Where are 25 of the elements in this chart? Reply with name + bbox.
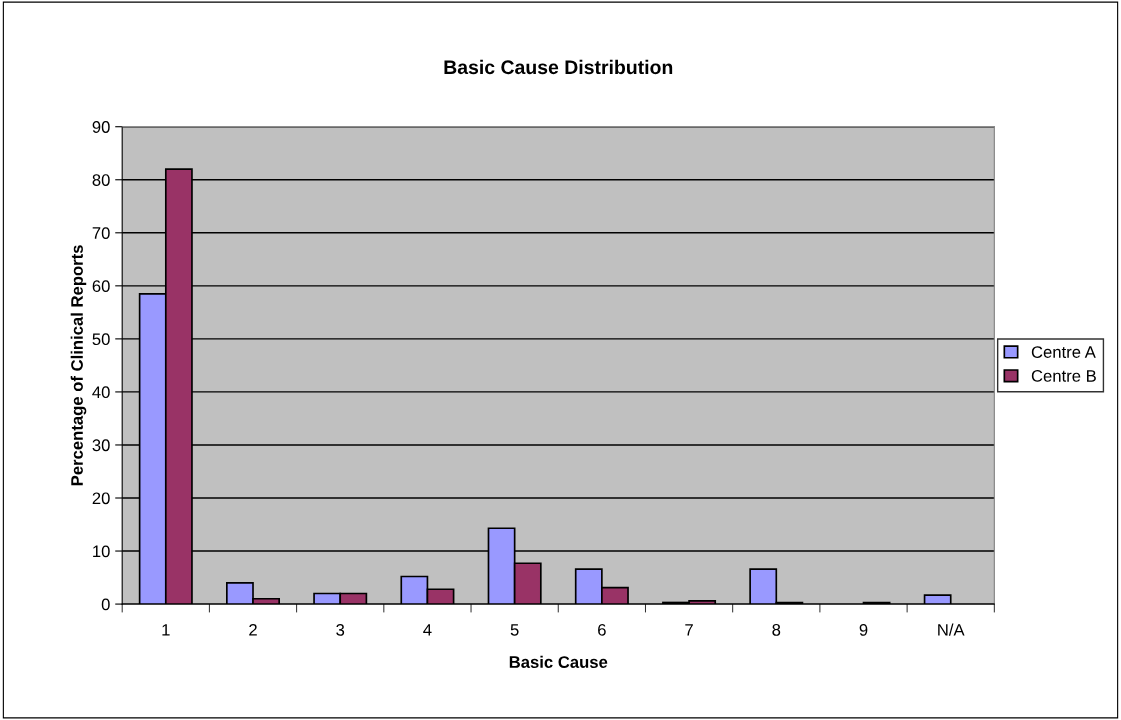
x-tick-label: N/A xyxy=(938,623,965,636)
y-tick-label: 90 xyxy=(92,121,110,133)
y-tick-label: 30 xyxy=(92,439,110,452)
y-tick-label: 70 xyxy=(92,227,110,239)
x-tick-label: 3 xyxy=(336,623,345,636)
y-tick-label: 10 xyxy=(93,545,110,558)
x-tick-label: 4 xyxy=(423,624,432,636)
y-axis-title: Percentage of Clinical Reports xyxy=(70,245,87,486)
chart-title: Basic Cause Distribution xyxy=(444,59,673,75)
x-tick-label: 7 xyxy=(685,624,693,636)
x-tick-label: 2 xyxy=(249,623,257,636)
y-tick-label: 20 xyxy=(92,492,110,505)
y-tick-label: 80 xyxy=(92,174,110,186)
y-tick-label: 50 xyxy=(92,333,110,346)
x-tick-label: 6 xyxy=(598,623,606,636)
x-tick-label: 5 xyxy=(510,624,519,636)
y-tick-label: 0 xyxy=(101,598,110,611)
y-tick-label: 40 xyxy=(92,386,110,399)
y-tick-label: 60 xyxy=(92,280,110,293)
legend-label: Centre B xyxy=(1031,370,1096,382)
x-tick-label: 1 xyxy=(162,624,170,636)
legend-label: Centre A xyxy=(1031,346,1096,358)
x-tick-label: 8 xyxy=(772,623,781,636)
x-tick-label: 9 xyxy=(859,623,868,636)
x-axis-title: Basic Cause xyxy=(509,655,608,668)
